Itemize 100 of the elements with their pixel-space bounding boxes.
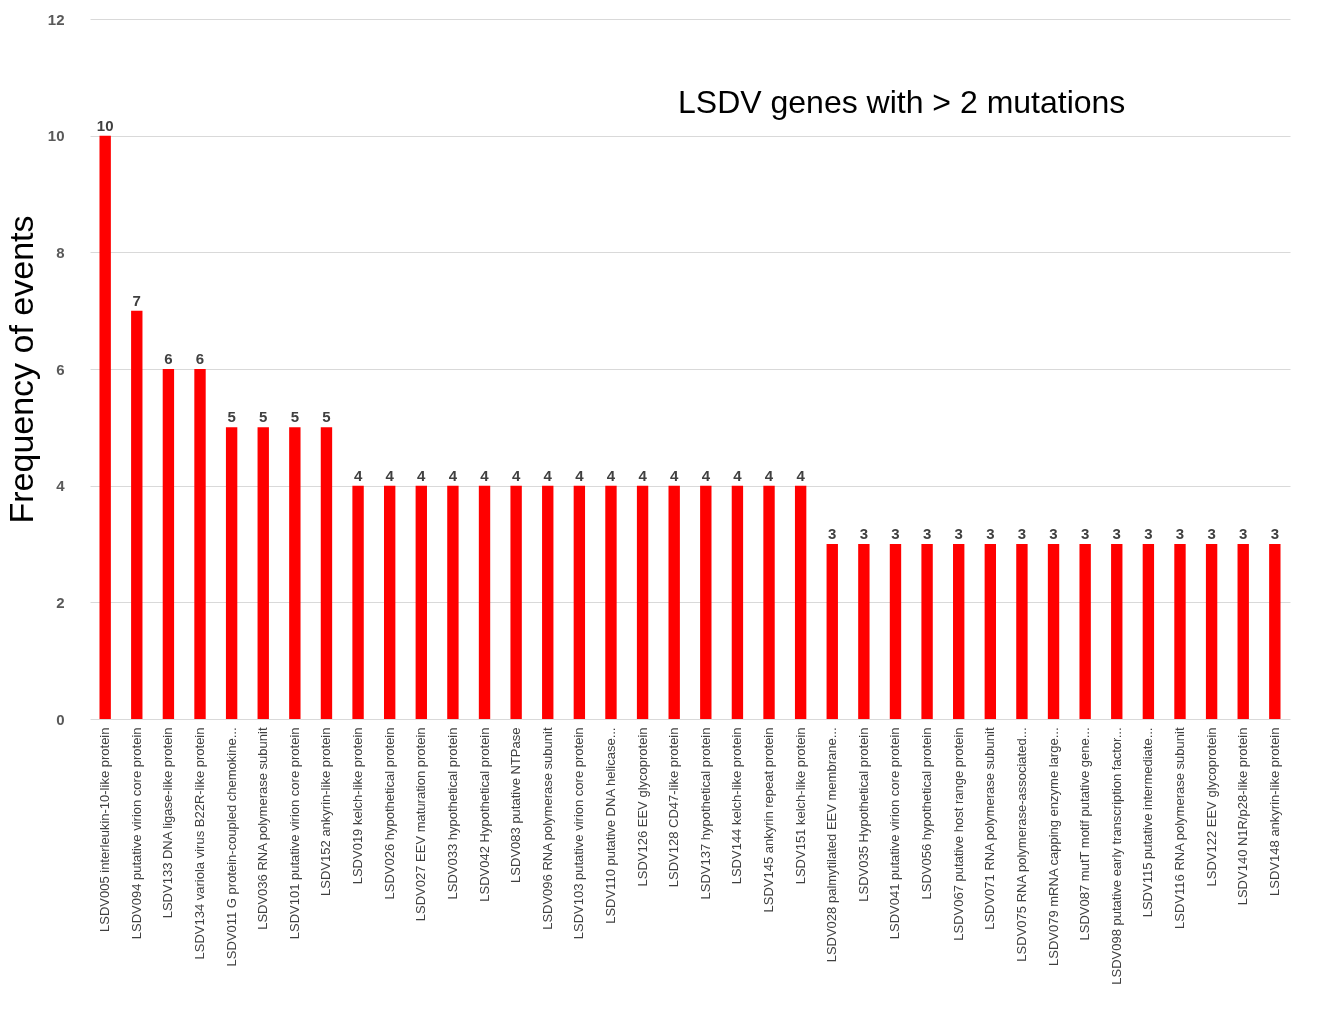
bar: [99, 135, 111, 719]
data-label: 4: [480, 466, 490, 484]
data-label: 3: [954, 525, 963, 542]
x-tick-label: LSDV115 putative intermediate...: [1140, 727, 1156, 918]
data-label: 3: [1080, 525, 1090, 542]
bar: [542, 485, 554, 719]
x-tick-label: LSDV011 G protein-coupled chemokine...: [223, 727, 239, 967]
bar: [257, 427, 269, 719]
data-label: 5: [227, 408, 236, 426]
bar: [858, 544, 870, 719]
x-tick-label: LSDV019 kelch-like protein: [350, 727, 366, 885]
data-label: 5: [290, 408, 300, 426]
data-label: 3: [1239, 525, 1248, 542]
x-tick-label: LSDV151 kelch-like protein: [792, 727, 808, 885]
data-label: 3: [1017, 525, 1027, 542]
data-label: 10: [96, 116, 114, 134]
data-label: 3: [1049, 525, 1058, 542]
x-tick-label: LSDV148 ankyrin-like protein: [1266, 727, 1282, 896]
x-tick-label: LSDV027 EEV maturation protein: [413, 727, 429, 922]
bar: [194, 369, 206, 719]
bar: [131, 310, 143, 719]
data-label: 4: [353, 466, 363, 484]
data-label: 4: [764, 466, 774, 484]
bar: [162, 369, 175, 719]
bar: [383, 485, 396, 719]
bar: [794, 485, 807, 719]
data-label: 4: [575, 466, 585, 484]
bar: [700, 485, 712, 719]
y-tick-label: 12: [47, 10, 65, 28]
x-tick-label: LSDV116 RNA polymerase subunit: [1171, 727, 1187, 929]
data-label: 4: [606, 466, 616, 484]
y-tick-label: 0: [56, 710, 65, 728]
bar: [1079, 544, 1091, 719]
data-label: 6: [195, 350, 205, 367]
x-tick-label: LSDV110 putative DNA helicase...: [602, 727, 618, 924]
x-tick-label: LSDV122 EEV glycoprotein: [1203, 727, 1219, 887]
x-tick-label: LSDV033 hypothetical protein: [444, 727, 460, 900]
data-label: 3: [922, 525, 932, 542]
x-tick-label: LSDV035 Hypothetical protein: [855, 727, 871, 902]
x-tick-label: LSDV036 RNA polymerase subunit: [255, 727, 271, 930]
bar: [953, 544, 965, 719]
bar: [1142, 544, 1155, 719]
x-tick-label: LSDV134 variola virus B22R-like protein: [192, 727, 208, 960]
x-tick-label: LSDV056 hypothetical protein: [919, 727, 935, 900]
x-tick-label: LSDV152 ankyrin-like protein: [318, 727, 334, 896]
data-label: 7: [132, 291, 141, 309]
x-tick-label: LSDV042 Hypothetical protein: [476, 727, 492, 902]
x-tick-label: LSDV133 DNA ligase-like protein: [160, 727, 176, 919]
x-tick-label: LSDV067 putative host range protein: [950, 727, 966, 941]
data-label: 3: [1175, 525, 1185, 542]
data-label: 4: [511, 466, 521, 484]
bar: [668, 485, 680, 719]
bar: [320, 427, 333, 719]
bar: [1174, 544, 1186, 719]
x-tick-label: LSDV005 interleukin-10-like protein: [97, 727, 113, 933]
x-tick-label: LSDV087 mutT motif putative gene...: [1077, 727, 1093, 941]
bar: [1111, 544, 1123, 719]
x-tick-label: LSDV083 putative NTPase: [508, 727, 524, 883]
y-tick-label: 10: [47, 127, 65, 145]
bar: [826, 544, 838, 719]
y-tick-label: 2: [56, 593, 65, 611]
bar: [447, 485, 459, 719]
bar: [921, 544, 933, 719]
y-tick-label: 8: [56, 243, 65, 261]
y-tick-label: 6: [56, 360, 65, 378]
data-label: 4: [448, 466, 458, 484]
x-tick-label: LSDV103 putative virion core protein: [571, 727, 587, 940]
bar: [1237, 544, 1249, 719]
data-label: 3: [1207, 525, 1216, 542]
bar: [889, 544, 902, 719]
data-label: 6: [164, 350, 173, 367]
bar: [415, 485, 427, 719]
y-tick-label: 4: [56, 477, 66, 495]
x-tick-label: LSDV145 ankyrin repeat protein: [761, 727, 777, 913]
data-label: 3: [1270, 525, 1279, 542]
data-label: 3: [1112, 525, 1121, 542]
data-label: 3: [986, 525, 995, 542]
bar: [763, 485, 775, 719]
data-label: 4: [638, 466, 648, 484]
data-label: 4: [385, 466, 395, 484]
data-label: 4: [733, 466, 743, 484]
bar: [1205, 544, 1218, 719]
x-tick-label: LSDV075 RNA polymerase-associated...: [1013, 727, 1029, 962]
bar: [478, 485, 491, 719]
y-axis-title: Frequency of events: [1, 215, 40, 524]
x-tick-label: LSDV094 putative virion core protein: [128, 727, 144, 940]
data-label: 4: [701, 466, 711, 484]
bar: [510, 485, 522, 719]
data-label: 5: [322, 408, 331, 426]
data-label: 4: [543, 466, 553, 484]
x-tick-label: LSDV128 CD47-like protein: [666, 727, 682, 888]
bar: [984, 544, 997, 719]
x-tick-label: LSDV137 hypothetical protein: [697, 727, 713, 900]
bar: [225, 427, 238, 719]
data-label: 3: [891, 525, 900, 542]
data-label: 3: [1144, 525, 1153, 542]
x-tick-label: LSDV096 RNA polymerase subunit: [539, 727, 555, 930]
x-tick-label: LSDV144 kelch-like protein: [729, 727, 745, 885]
bar: [1047, 544, 1060, 719]
x-tick-label: LSDV041 putative virion core protein: [887, 727, 903, 940]
